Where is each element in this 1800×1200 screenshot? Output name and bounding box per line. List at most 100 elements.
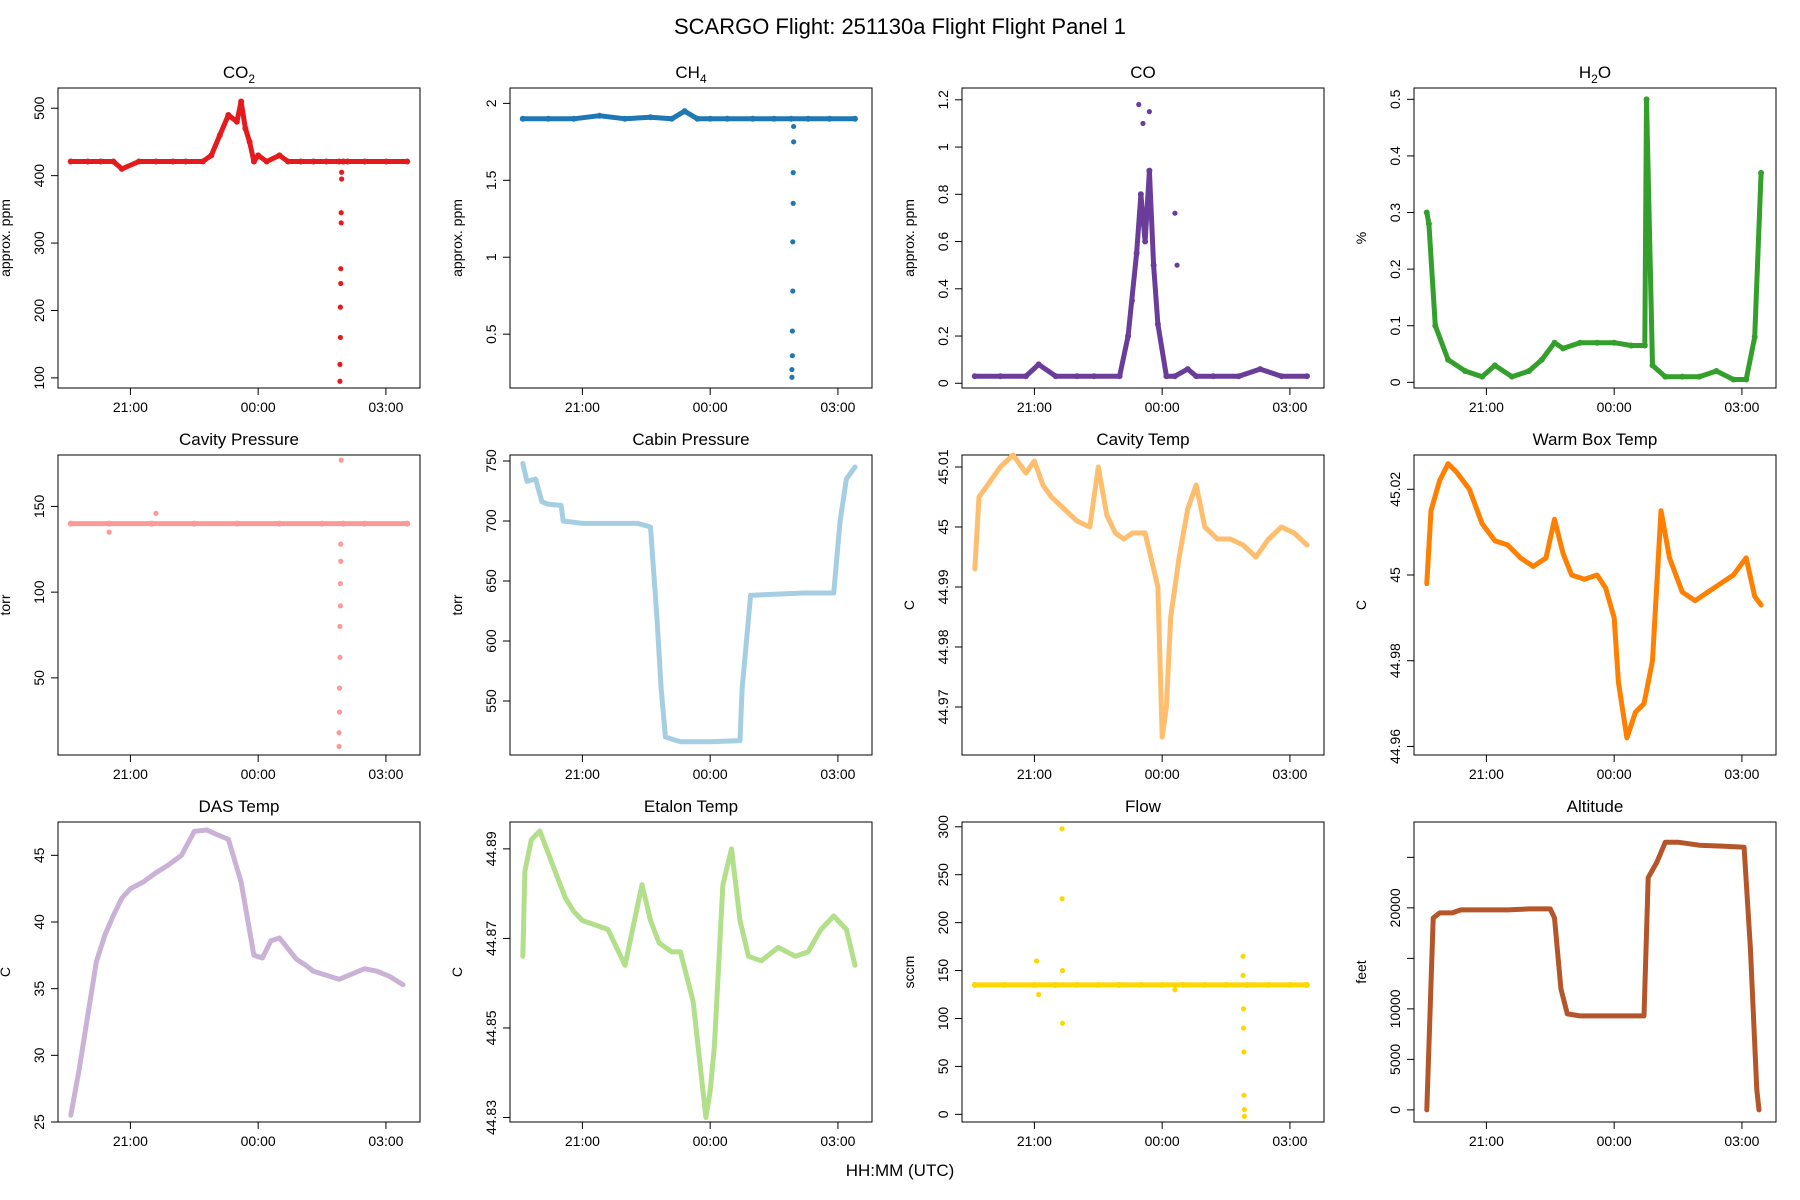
data-point xyxy=(1730,376,1737,383)
data-point xyxy=(997,373,1004,380)
y-tick-label: 0.4 xyxy=(935,279,951,299)
panel-8: Warm Box Temp C 44.96 44.98 45 45.02 21:00 00:0… xyxy=(1353,430,1777,782)
data-point xyxy=(191,520,198,527)
data-point xyxy=(596,112,603,119)
x-tick-label: 03:00 xyxy=(820,1133,855,1149)
data-point xyxy=(310,158,317,165)
outlier-point xyxy=(789,353,795,359)
x-tick-label: 00:00 xyxy=(241,399,276,415)
outlier-point xyxy=(1241,1113,1247,1119)
data-point xyxy=(1265,981,1272,988)
y-tick-label: 45 xyxy=(31,847,47,863)
outlier-point xyxy=(790,170,796,176)
y-axis-label: C xyxy=(0,967,13,977)
x-tick-label: 00:00 xyxy=(1597,399,1632,415)
y-axis-label: torr xyxy=(0,594,13,615)
x-tick-label: 21:00 xyxy=(113,399,148,415)
data-point xyxy=(724,115,731,122)
data-point xyxy=(1425,220,1432,227)
x-tick-label: 21:00 xyxy=(565,1133,600,1149)
data-point xyxy=(118,165,125,172)
y-tick-label: 700 xyxy=(483,509,499,533)
panel-1: CO2 approx. ppm 100 200 300 400 500 21:00 00:00 0… xyxy=(0,63,421,415)
data-point xyxy=(340,520,347,527)
data-point xyxy=(1551,339,1558,346)
data-point xyxy=(1031,981,1038,988)
y-tick-label: 5000 xyxy=(1387,1044,1403,1075)
x-tick-label: 00:00 xyxy=(693,1133,728,1149)
data-point xyxy=(404,158,411,165)
y-tick-label: 0.5 xyxy=(483,324,499,344)
y-tick-label: 0.2 xyxy=(1387,259,1403,279)
x-tick-label: 03:00 xyxy=(1724,766,1759,782)
data-series-line xyxy=(68,99,410,172)
outlier-point xyxy=(1059,967,1066,974)
data-point xyxy=(1491,362,1498,369)
y-tick-label: 1 xyxy=(483,253,499,261)
data-point xyxy=(1649,362,1656,369)
panel-2: CH4 approx. ppm 0.5 1 1.5 2 21:00 00:00 03:00 xyxy=(449,63,873,415)
data-point xyxy=(336,158,343,165)
outlier-point xyxy=(1136,101,1142,108)
x-tick-label: 03:00 xyxy=(368,1133,403,1149)
data-point xyxy=(263,158,270,165)
outlier-point xyxy=(1140,120,1146,127)
data-point xyxy=(323,158,330,165)
outlier-point xyxy=(338,210,344,216)
data-point xyxy=(1133,250,1140,257)
data-point xyxy=(1095,981,1102,988)
x-tick-label: 00:00 xyxy=(1145,399,1180,415)
y-tick-label: 0.2 xyxy=(935,326,951,346)
x-tick-label: 00:00 xyxy=(693,399,728,415)
data-point xyxy=(216,132,223,139)
title-text: CO xyxy=(223,63,249,82)
x-tick-label: 21:00 xyxy=(1469,766,1504,782)
data-point xyxy=(545,115,552,122)
plot-frame xyxy=(509,454,873,756)
data-point xyxy=(826,115,833,122)
y-tick-label: 1.5 xyxy=(483,170,499,190)
x-tick-label: 03:00 xyxy=(1272,766,1307,782)
data-point xyxy=(182,158,189,165)
y-axis-label: % xyxy=(1353,232,1369,244)
data-point xyxy=(1462,368,1469,375)
data-point xyxy=(851,115,858,122)
outlier-point xyxy=(336,685,343,691)
x-tick-label: 03:00 xyxy=(820,399,855,415)
y-tick-label: 50 xyxy=(935,1058,951,1074)
data-point xyxy=(1445,356,1452,363)
panel-title: CH4 xyxy=(675,63,707,86)
y-tick-label: 44.98 xyxy=(1387,643,1403,678)
data-point xyxy=(1180,981,1187,988)
data-point xyxy=(1560,345,1567,352)
outlier-point xyxy=(336,709,343,715)
y-tick-label: 45 xyxy=(935,519,951,535)
data-point xyxy=(1611,339,1618,346)
y-tick-label: 50 xyxy=(31,670,47,686)
x-axis-label: HH:MM (UTC) xyxy=(846,1161,955,1180)
data-point xyxy=(1538,356,1545,363)
panel-5: Cavity Pressure torr 50 100 150 21:00 00:00 03:… xyxy=(0,430,421,782)
data-point xyxy=(707,115,714,122)
data-point xyxy=(1116,981,1123,988)
y-axis-label: C xyxy=(901,600,917,610)
y-tick-label: 45.02 xyxy=(1387,472,1403,507)
panel-title: CO xyxy=(1130,63,1156,82)
outlier-point xyxy=(1036,991,1042,998)
panel-10: Etalon Temp C 44.83 44.85 44.87 44.89 21:00 00:… xyxy=(449,797,873,1149)
outlier-point xyxy=(790,288,796,294)
outlier-point xyxy=(337,334,343,341)
data-point xyxy=(1525,368,1532,375)
data-point xyxy=(1743,376,1750,383)
data-point xyxy=(681,108,688,115)
outlier-point xyxy=(337,603,343,609)
data-point xyxy=(106,520,113,527)
data-point xyxy=(1508,373,1515,380)
data-point xyxy=(1432,322,1439,329)
data-series-line xyxy=(1424,461,1764,741)
outlier-point xyxy=(1241,1092,1247,1098)
data-point xyxy=(1641,342,1648,349)
panel-11: Flow sccm 0 50 100 150 200 250 300 21:00 00:00 03:0… xyxy=(901,797,1325,1149)
x-tick-label: 03:00 xyxy=(1724,1133,1759,1149)
